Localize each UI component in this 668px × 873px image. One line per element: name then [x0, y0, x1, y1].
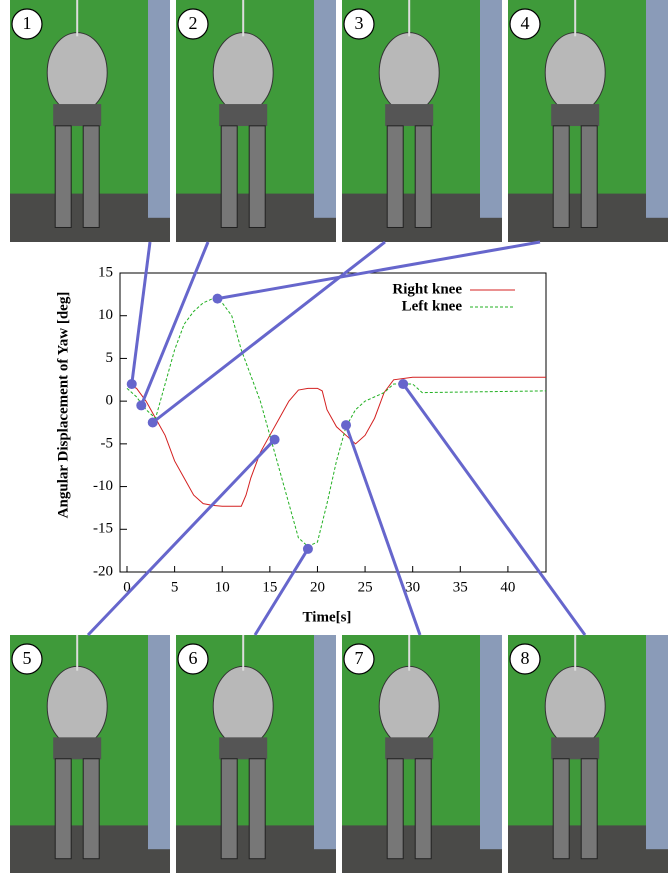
highlight-point [136, 400, 146, 410]
photo-panel: 3 [342, 0, 502, 242]
panel-number: 4 [521, 13, 530, 33]
legend-label: Left knee [402, 298, 463, 314]
panel-number: 1 [23, 13, 32, 33]
x-axis-label: Time[s] [303, 609, 352, 625]
photo-person [646, 635, 668, 849]
x-tick-label: 20 [310, 579, 325, 595]
highlight-point [212, 294, 222, 304]
robot-pelvis [219, 104, 267, 126]
robot-leg [249, 759, 265, 859]
robot-leg [55, 126, 71, 228]
robot-leg [387, 126, 403, 228]
x-tick-label: 30 [405, 579, 420, 595]
robot-torso [213, 666, 273, 746]
panel-number: 7 [355, 648, 364, 668]
y-tick-label: -5 [101, 435, 114, 451]
photo-person [314, 0, 336, 218]
highlight-point [398, 379, 408, 389]
legend-label: Right knee [392, 281, 462, 297]
photo-panel: 8 [508, 635, 668, 873]
y-tick-label: -10 [93, 478, 113, 494]
photo-person [646, 0, 668, 218]
y-tick-label: 0 [106, 393, 114, 409]
highlight-point [303, 544, 313, 554]
robot-torso [379, 666, 439, 746]
robot-torso [47, 33, 107, 113]
photo-person [314, 635, 336, 849]
robot-torso [213, 33, 273, 113]
robot-leg [415, 126, 431, 228]
highlight-point [341, 420, 351, 430]
figure: 12345678-20-15-10-5051015051015202530354… [0, 0, 668, 873]
robot-leg [553, 759, 569, 859]
photo-panel: 1 [10, 0, 170, 242]
panel-number: 3 [355, 13, 364, 33]
robot-pelvis [53, 104, 101, 126]
robot-pelvis [551, 104, 599, 126]
robot-leg [387, 759, 403, 859]
photo-panel: 6 [176, 635, 336, 873]
panel-number: 6 [189, 648, 198, 668]
panel-number: 2 [189, 13, 198, 33]
panel-number: 8 [521, 648, 530, 668]
photo-panel: 5 [10, 635, 170, 873]
panel-number: 5 [23, 648, 32, 668]
robot-leg [221, 126, 237, 228]
robot-leg [249, 126, 265, 228]
robot-leg [55, 759, 71, 859]
x-tick-label: 5 [171, 579, 179, 595]
robot-pelvis [385, 737, 433, 759]
x-tick-label: 25 [358, 579, 373, 595]
y-tick-label: -20 [93, 563, 113, 579]
y-tick-label: 15 [98, 264, 113, 280]
robot-torso [47, 666, 107, 746]
y-tick-label: -15 [93, 521, 113, 537]
x-tick-label: 10 [215, 579, 230, 595]
robot-leg [415, 759, 431, 859]
robot-torso [379, 33, 439, 113]
robot-leg [581, 759, 597, 859]
robot-pelvis [385, 104, 433, 126]
photo-person [480, 635, 502, 849]
x-tick-label: 15 [262, 579, 277, 595]
robot-pelvis [551, 737, 599, 759]
robot-leg [581, 126, 597, 228]
highlight-point [148, 418, 158, 428]
x-tick-label: 40 [500, 579, 515, 595]
photo-person [148, 635, 170, 849]
robot-leg [83, 126, 99, 228]
y-axis-label: Angular Displacement of Yaw [deg] [55, 292, 71, 519]
robot-leg [221, 759, 237, 859]
robot-torso [545, 33, 605, 113]
x-tick-label: 35 [453, 579, 468, 595]
robot-leg [83, 759, 99, 859]
photo-person [148, 0, 170, 218]
robot-torso [545, 666, 605, 746]
robot-pelvis [53, 737, 101, 759]
photo-panel: 4 [508, 0, 668, 242]
photo-person [480, 0, 502, 218]
photo-panel: 7 [342, 635, 502, 873]
highlight-point [270, 435, 280, 445]
y-tick-label: 10 [98, 307, 113, 323]
plot-frame [120, 273, 546, 572]
robot-pelvis [219, 737, 267, 759]
robot-leg [553, 126, 569, 228]
photo-panel: 2 [176, 0, 336, 242]
y-tick-label: 5 [106, 350, 114, 366]
highlight-point [127, 379, 137, 389]
